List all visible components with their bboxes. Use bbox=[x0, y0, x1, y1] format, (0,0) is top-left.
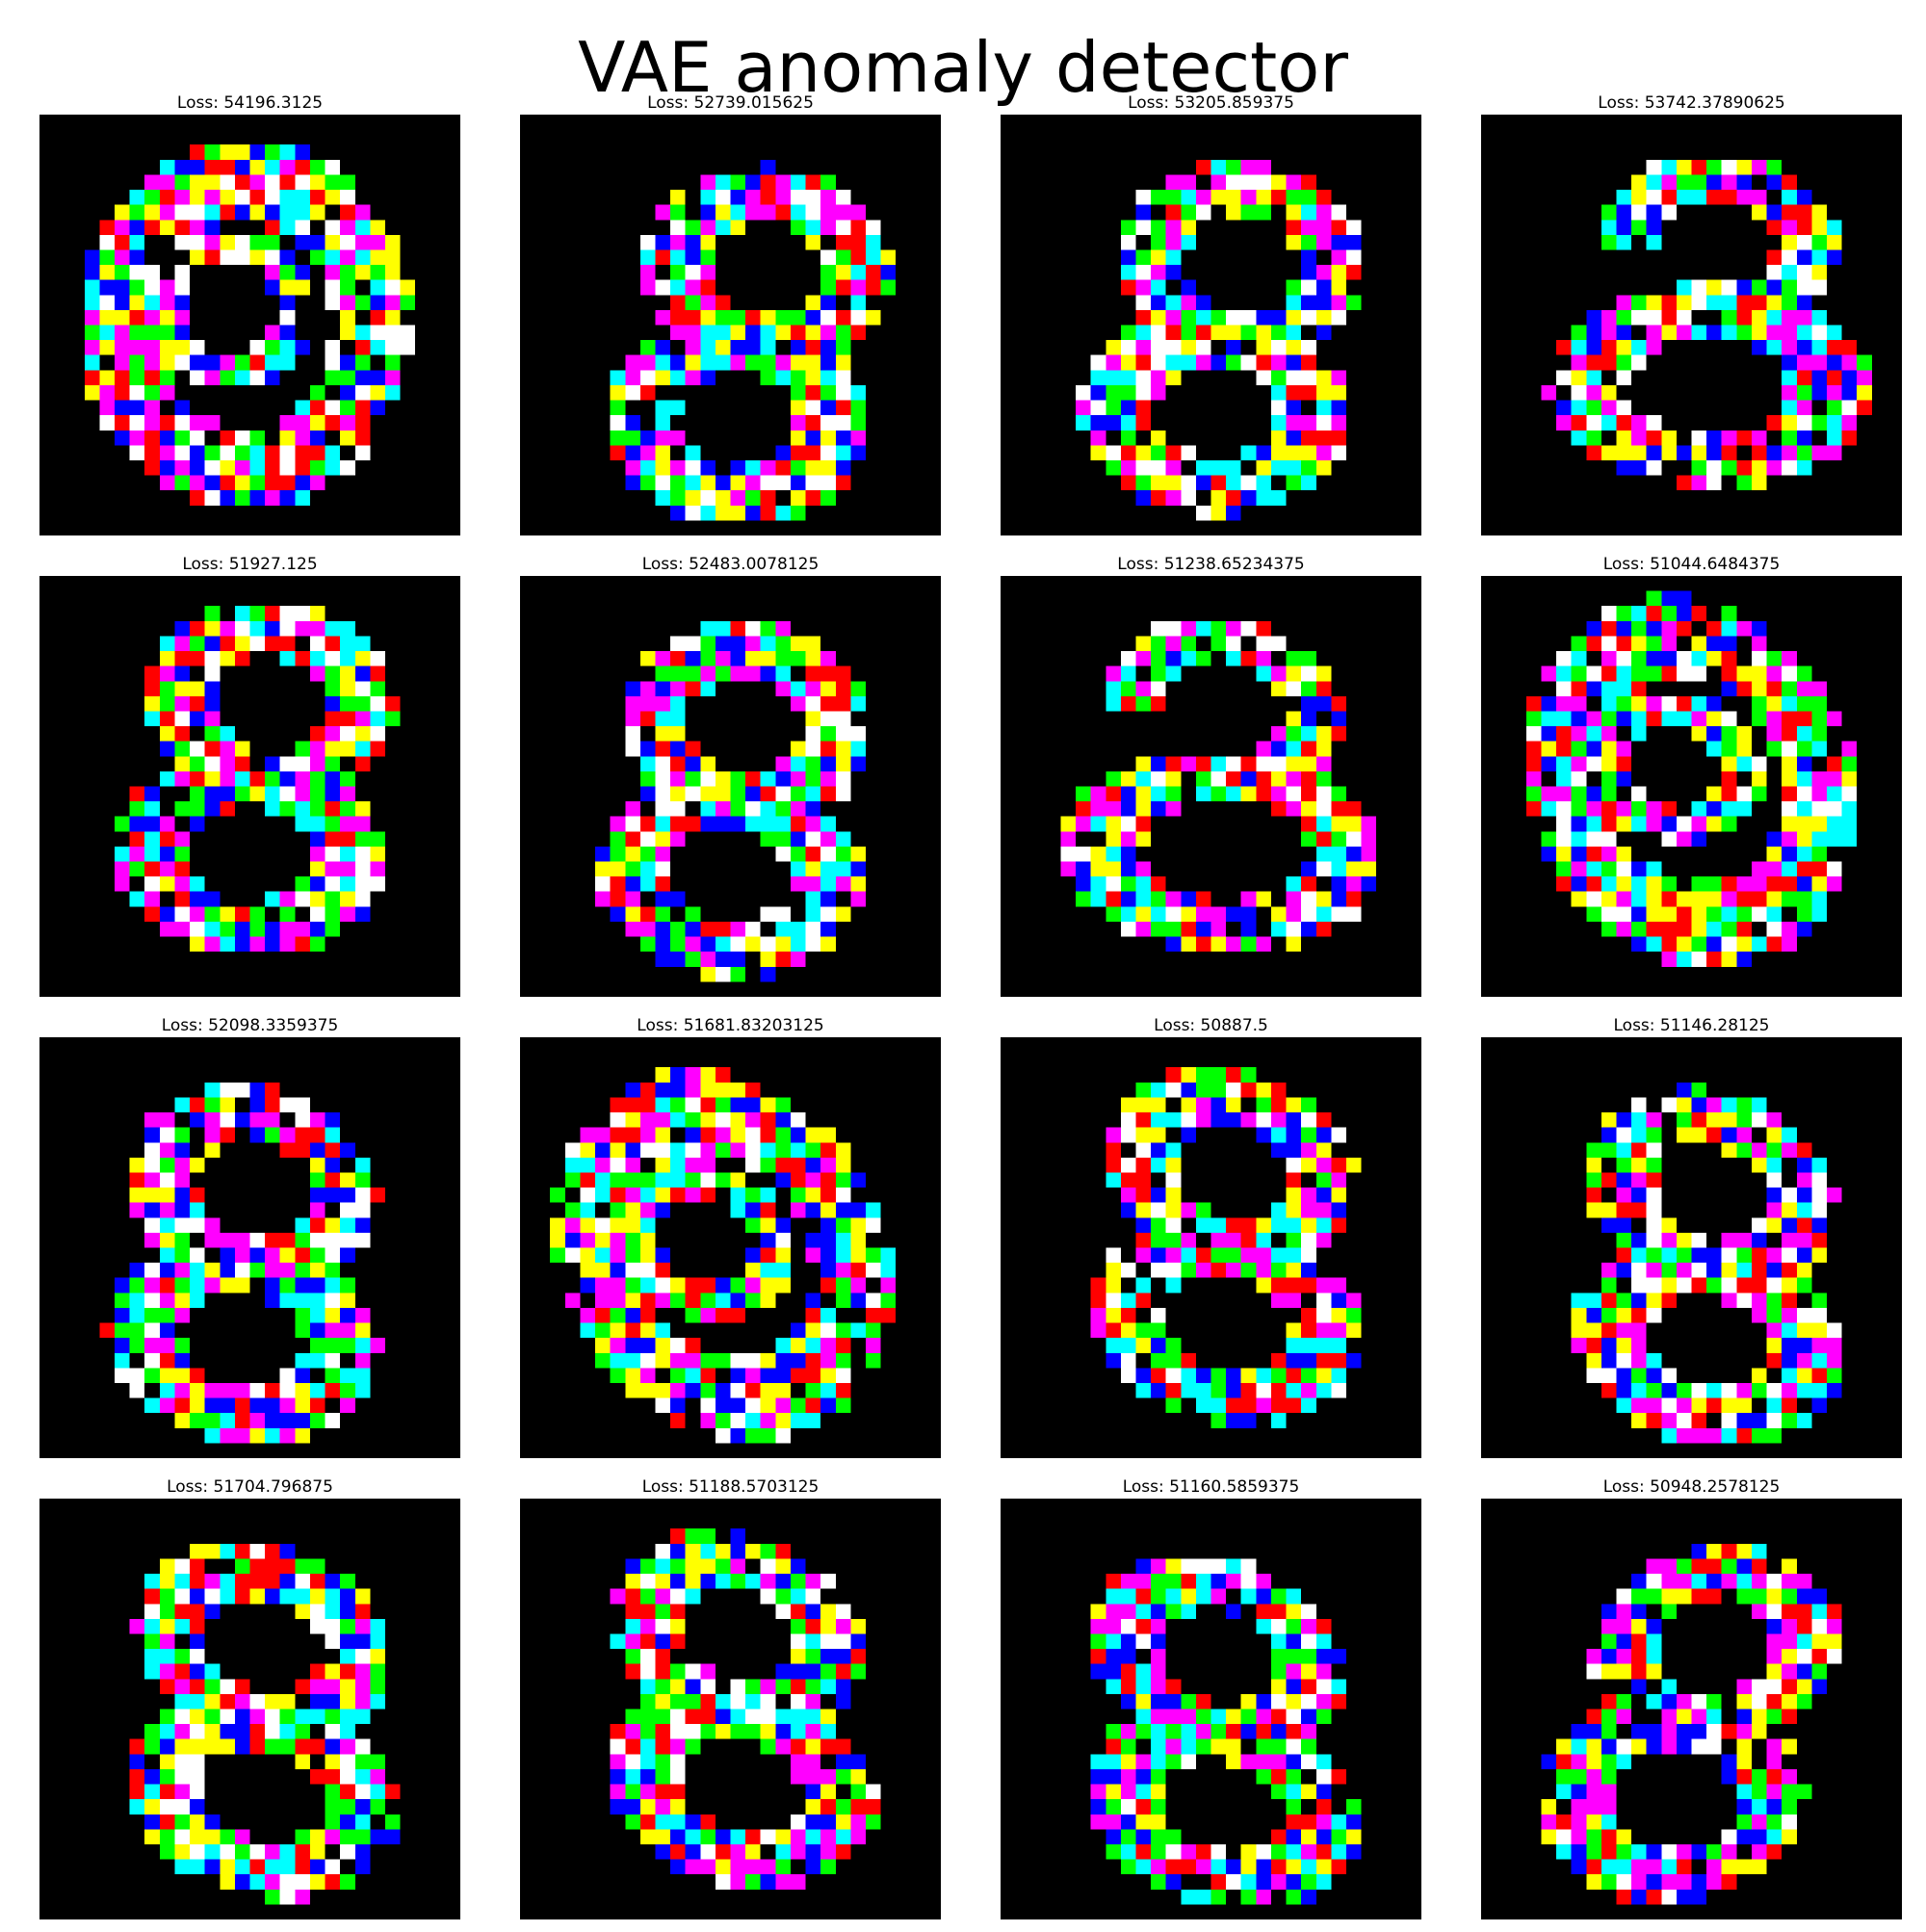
sample-panel: Loss: 53742.37890625 bbox=[1481, 91, 1902, 548]
sample-image bbox=[1001, 1037, 1421, 1458]
sample-loss-label: Loss: 52483.0078125 bbox=[641, 555, 820, 574]
sample-panel: Loss: 51927.125 bbox=[39, 553, 460, 1009]
sample-panel: Loss: 51704.796875 bbox=[39, 1475, 460, 1932]
sample-image bbox=[1481, 1499, 1902, 1919]
sample-panel: Loss: 51681.83203125 bbox=[520, 1014, 941, 1471]
sample-loss-label: Loss: 51188.5703125 bbox=[641, 1477, 820, 1497]
sample-image bbox=[520, 115, 941, 535]
sample-image bbox=[39, 576, 460, 997]
sample-image bbox=[1001, 1499, 1421, 1919]
sample-loss-label: Loss: 53742.37890625 bbox=[1598, 93, 1785, 113]
figure-title: VAE anomaly detector bbox=[578, 27, 1348, 108]
sample-image bbox=[39, 1499, 460, 1919]
sample-loss-label: Loss: 51146.28125 bbox=[1613, 1016, 1770, 1035]
sample-loss-label: Loss: 52098.3359375 bbox=[161, 1016, 339, 1035]
sample-panel: Loss: 52483.0078125 bbox=[520, 553, 941, 1009]
sample-panel: Loss: 51044.6484375 bbox=[1481, 553, 1902, 1009]
sample-panel: Loss: 52739.015625 bbox=[520, 91, 941, 548]
sample-loss-label: Loss: 50887.5 bbox=[1154, 1016, 1268, 1035]
sample-image bbox=[39, 1037, 460, 1458]
sample-loss-label: Loss: 51160.5859375 bbox=[1122, 1477, 1300, 1497]
sample-panel: Loss: 51238.65234375 bbox=[1001, 553, 1421, 1009]
sample-image bbox=[1001, 115, 1421, 535]
sample-loss-label: Loss: 50948.2578125 bbox=[1602, 1477, 1781, 1497]
sample-panel: Loss: 51160.5859375 bbox=[1001, 1475, 1421, 1932]
sample-panel: Loss: 54196.3125 bbox=[39, 91, 460, 548]
sample-loss-label: Loss: 51681.83203125 bbox=[637, 1016, 824, 1035]
sample-loss-label: Loss: 51927.125 bbox=[182, 555, 318, 574]
sample-image bbox=[1481, 115, 1902, 535]
sample-panel: Loss: 52098.3359375 bbox=[39, 1014, 460, 1471]
sample-loss-label: Loss: 53205.859375 bbox=[1128, 93, 1294, 113]
sample-loss-label: Loss: 51238.65234375 bbox=[1117, 555, 1305, 574]
sample-image bbox=[520, 1037, 941, 1458]
sample-image bbox=[1481, 576, 1902, 997]
sample-image bbox=[520, 576, 941, 997]
sample-image bbox=[520, 1499, 941, 1919]
sample-panel: Loss: 53205.859375 bbox=[1001, 91, 1421, 548]
sample-loss-label: Loss: 51044.6484375 bbox=[1602, 555, 1781, 574]
sample-loss-label: Loss: 51704.796875 bbox=[167, 1477, 333, 1497]
sample-panel: Loss: 51146.28125 bbox=[1481, 1014, 1902, 1471]
sample-panel: Loss: 50887.5 bbox=[1001, 1014, 1421, 1471]
sample-image bbox=[1481, 1037, 1902, 1458]
sample-loss-label: Loss: 52739.015625 bbox=[647, 93, 814, 113]
sample-image bbox=[39, 115, 460, 535]
sample-panel: Loss: 50948.2578125 bbox=[1481, 1475, 1902, 1932]
sample-image bbox=[1001, 576, 1421, 997]
sample-loss-label: Loss: 54196.3125 bbox=[176, 93, 324, 113]
sample-panel: Loss: 51188.5703125 bbox=[520, 1475, 941, 1932]
